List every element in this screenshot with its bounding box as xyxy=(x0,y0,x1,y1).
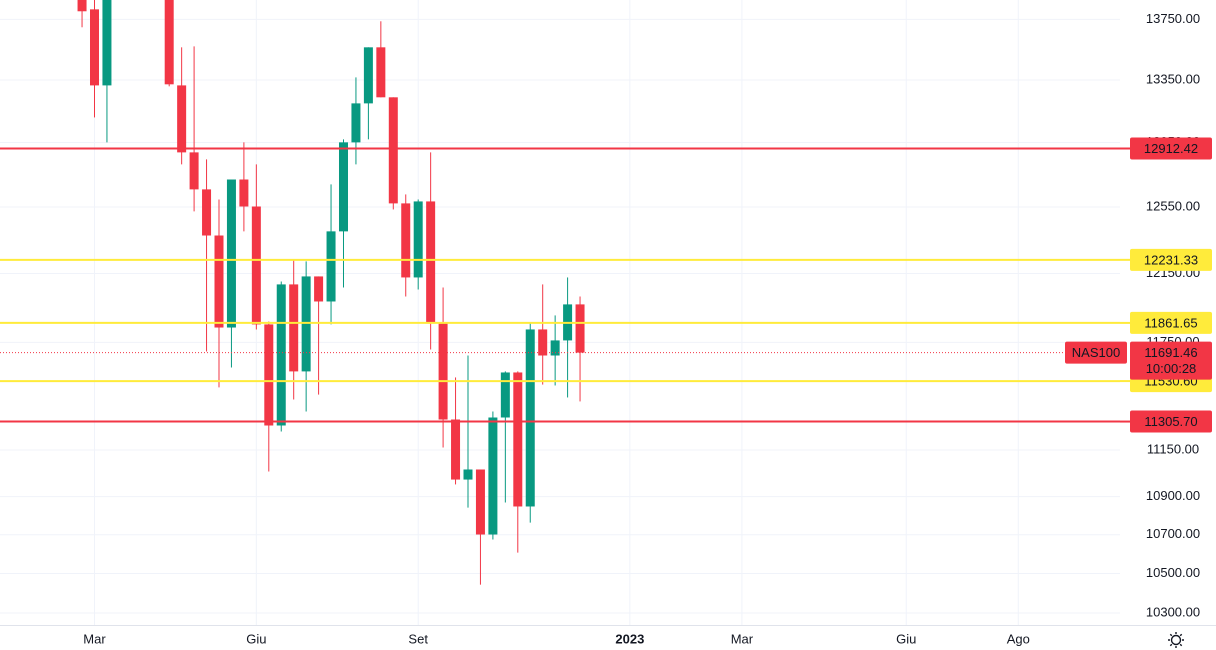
y-tick-label: 10700.00 xyxy=(1146,526,1200,541)
y-tick-label: 10900.00 xyxy=(1146,488,1200,503)
y-tick-label: 10500.00 xyxy=(1146,565,1200,580)
candle-body xyxy=(214,235,224,328)
level-label-bg xyxy=(1130,410,1212,433)
candle-body xyxy=(513,372,523,507)
candle-body xyxy=(401,203,411,278)
x-tick-label: Giu xyxy=(896,631,916,646)
candle-body xyxy=(351,103,361,143)
candle-body xyxy=(363,47,373,104)
x-tick-label: Set xyxy=(408,631,428,646)
candle-body xyxy=(463,469,473,480)
y-tick-label: 13750.00 xyxy=(1146,11,1200,26)
candle-body xyxy=(177,85,187,153)
x-tick-label: 2023 xyxy=(615,631,644,646)
countdown-label: 10:00:28 xyxy=(1146,361,1197,376)
x-tick-label: Ago xyxy=(1007,631,1030,646)
candle-body xyxy=(500,372,510,418)
candle-body xyxy=(338,142,348,232)
candle-body xyxy=(538,329,548,356)
candle-body xyxy=(475,469,485,535)
candle-body xyxy=(226,179,236,328)
candle-body xyxy=(301,276,311,372)
x-tick-label: Giu xyxy=(246,631,266,646)
candle-body xyxy=(77,0,87,12)
candle-body xyxy=(251,206,261,325)
candle-body xyxy=(89,9,99,86)
y-tick-label: 11150.00 xyxy=(1147,441,1199,456)
level-label: 11305.70 xyxy=(1144,414,1197,429)
candle-body xyxy=(451,419,461,480)
plot-area xyxy=(0,0,1120,585)
grid xyxy=(0,0,1120,625)
candle-body xyxy=(426,201,436,324)
settings-icon[interactable] xyxy=(1168,632,1184,648)
candle-body xyxy=(164,0,174,85)
candle-body xyxy=(388,97,398,204)
level-label: 12912.42 xyxy=(1144,141,1198,156)
last-price-bg xyxy=(1130,341,1212,380)
candle-body xyxy=(102,0,112,86)
level-label-bg xyxy=(1130,311,1212,334)
candle-body xyxy=(488,417,498,535)
x-tick-label: Mar xyxy=(731,631,754,646)
candle-body xyxy=(326,231,336,302)
level-label: 12231.33 xyxy=(1144,252,1198,267)
candle-body xyxy=(239,179,249,207)
symbol-label-bg xyxy=(1065,341,1127,364)
price-axis: 13750.0013350.0012950.0012550.0012150.00… xyxy=(1065,11,1212,619)
candle-body xyxy=(264,324,274,426)
y-tick-label: 12550.00 xyxy=(1146,198,1200,213)
candle-body xyxy=(276,284,286,426)
y-tick-label: 10300.00 xyxy=(1146,604,1200,619)
candle-body xyxy=(575,304,585,353)
candle-body xyxy=(438,323,448,420)
y-tick-label: 13350.00 xyxy=(1146,71,1200,86)
candle-body xyxy=(189,152,199,190)
symbol-label: NAS100 xyxy=(1072,345,1120,360)
candle-body xyxy=(376,47,386,98)
x-tick-label: Mar xyxy=(83,631,106,646)
candle-body xyxy=(525,329,535,507)
candle-body xyxy=(550,340,560,356)
candle-body xyxy=(413,201,423,278)
level-label: 11861.65 xyxy=(1144,315,1197,330)
candle-body xyxy=(314,276,324,302)
last-price-label: 11691.46 xyxy=(1144,345,1197,360)
candle-body xyxy=(289,284,299,372)
level-label-bg xyxy=(1130,137,1212,160)
candle-body xyxy=(202,189,212,236)
level-label-bg xyxy=(1130,248,1212,271)
